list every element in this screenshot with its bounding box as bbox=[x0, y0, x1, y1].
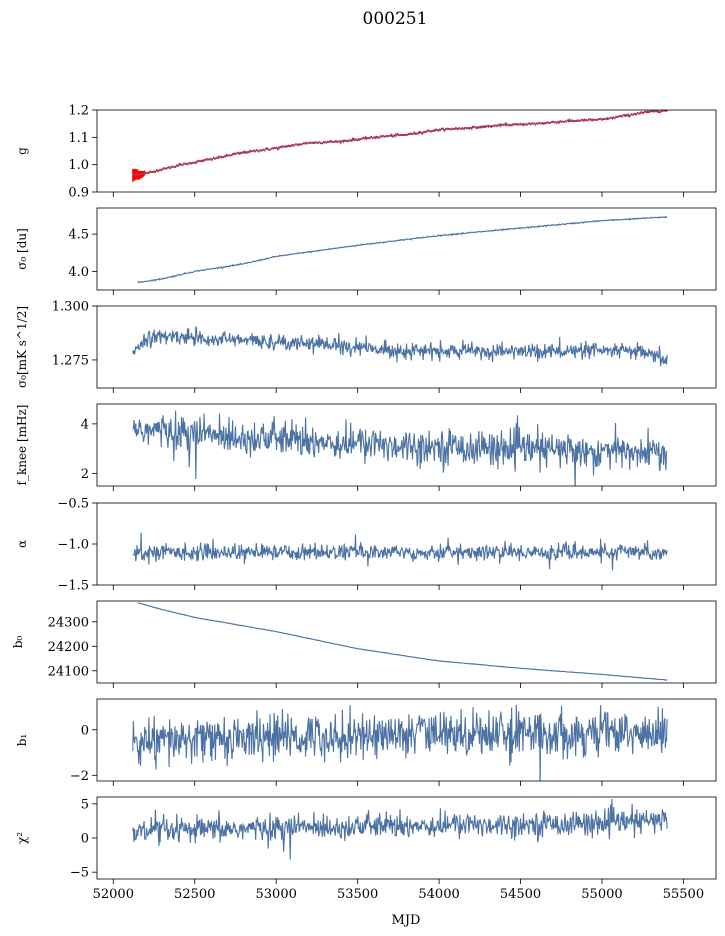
panel-frame bbox=[96, 698, 717, 782]
y-tick-label: 0 bbox=[81, 832, 89, 847]
series-line bbox=[132, 704, 668, 781]
x-axis-label: MJD bbox=[392, 913, 421, 928]
y-tick-label: 24300 bbox=[48, 615, 89, 630]
series-line bbox=[132, 325, 668, 367]
series-line bbox=[132, 410, 668, 486]
y-axis-label: g bbox=[15, 147, 29, 155]
series-line bbox=[132, 798, 668, 860]
y-axis-label: χ² bbox=[15, 832, 29, 844]
x-tick-label: 55500 bbox=[663, 887, 704, 902]
x-tick-label: 53000 bbox=[256, 887, 297, 902]
y-tick-label: 4.5 bbox=[68, 228, 89, 243]
panel-frame bbox=[96, 207, 717, 291]
x-tick-label: 55000 bbox=[581, 887, 622, 902]
y-axis-label: σ₀ [du] bbox=[15, 228, 29, 270]
panel-0: 0.9 1.0 1.1 1.2 g bbox=[15, 104, 717, 201]
y-tick-label: 5 bbox=[81, 797, 89, 812]
panel-frame bbox=[96, 403, 717, 487]
y-tick-label: 1.1 bbox=[68, 131, 89, 146]
y-tick-label: 1.2 bbox=[68, 104, 89, 119]
y-axis-label: b₀ bbox=[11, 636, 25, 649]
y-tick-label: −2 bbox=[70, 769, 89, 784]
panels: 0.9 1.0 1.1 1.2 g 4.0 4.5 σ₀ [du] 1.275 1.300 σ₀[m… bbox=[11, 104, 717, 902]
series-line-overlay bbox=[132, 110, 668, 176]
y-axis-label: f_knee [mHz] bbox=[15, 405, 29, 486]
y-tick-label: 0.9 bbox=[68, 186, 89, 201]
x-tick-label: 52500 bbox=[174, 887, 215, 902]
panel-1: 4.0 4.5 σ₀ [du] bbox=[15, 207, 717, 295]
y-tick-label: −1.5 bbox=[57, 579, 89, 594]
x-tick-label: 54500 bbox=[500, 887, 541, 902]
y-tick-label: 24100 bbox=[48, 664, 89, 679]
y-tick-label: −5 bbox=[70, 866, 89, 881]
y-tick-label: −0.5 bbox=[57, 497, 89, 512]
y-tick-label: 0 bbox=[81, 723, 89, 738]
y-axis-label: α bbox=[15, 540, 29, 548]
series-line bbox=[137, 602, 668, 681]
panel-5: 24100 24200 24300 b₀ bbox=[11, 600, 717, 688]
y-axis-label: b₁ bbox=[15, 734, 29, 747]
series-line bbox=[132, 532, 668, 571]
y-tick-label: 1.275 bbox=[52, 353, 89, 368]
panel-6: −2 0 b₁ bbox=[15, 698, 717, 786]
y-tick-label: −1.0 bbox=[57, 538, 89, 553]
y-tick-label: 1.300 bbox=[52, 300, 89, 315]
series-line bbox=[137, 215, 668, 284]
panel-frame bbox=[96, 502, 717, 586]
panel-frame bbox=[96, 600, 717, 684]
y-axis-label: σ₀[mK s^1/2] bbox=[15, 306, 29, 388]
panel-4: −1.5 −1.0 −0.5 α bbox=[15, 497, 717, 594]
y-tick-label: 4 bbox=[81, 417, 89, 432]
panel-frame bbox=[96, 305, 717, 389]
y-tick-label: 2 bbox=[81, 467, 89, 482]
chart-title: 000251 bbox=[363, 9, 428, 29]
x-tick-label: 54000 bbox=[418, 887, 459, 902]
panel-2: 1.275 1.300 σ₀[mK s^1/2] bbox=[15, 300, 717, 393]
x-tick-label: 52000 bbox=[93, 887, 134, 902]
panel-7: −5 0 5 χ² 52000 52500 53000 53500 54000 54500 5500… bbox=[15, 796, 717, 902]
y-tick-label: 24200 bbox=[48, 640, 89, 655]
panel-frame bbox=[96, 109, 717, 193]
panel-3: 2 4 f_knee [mHz] bbox=[15, 403, 717, 491]
x-tick-label: 53500 bbox=[337, 887, 378, 902]
y-tick-label: 1.0 bbox=[68, 158, 89, 173]
y-tick-label: 4.0 bbox=[68, 265, 89, 280]
